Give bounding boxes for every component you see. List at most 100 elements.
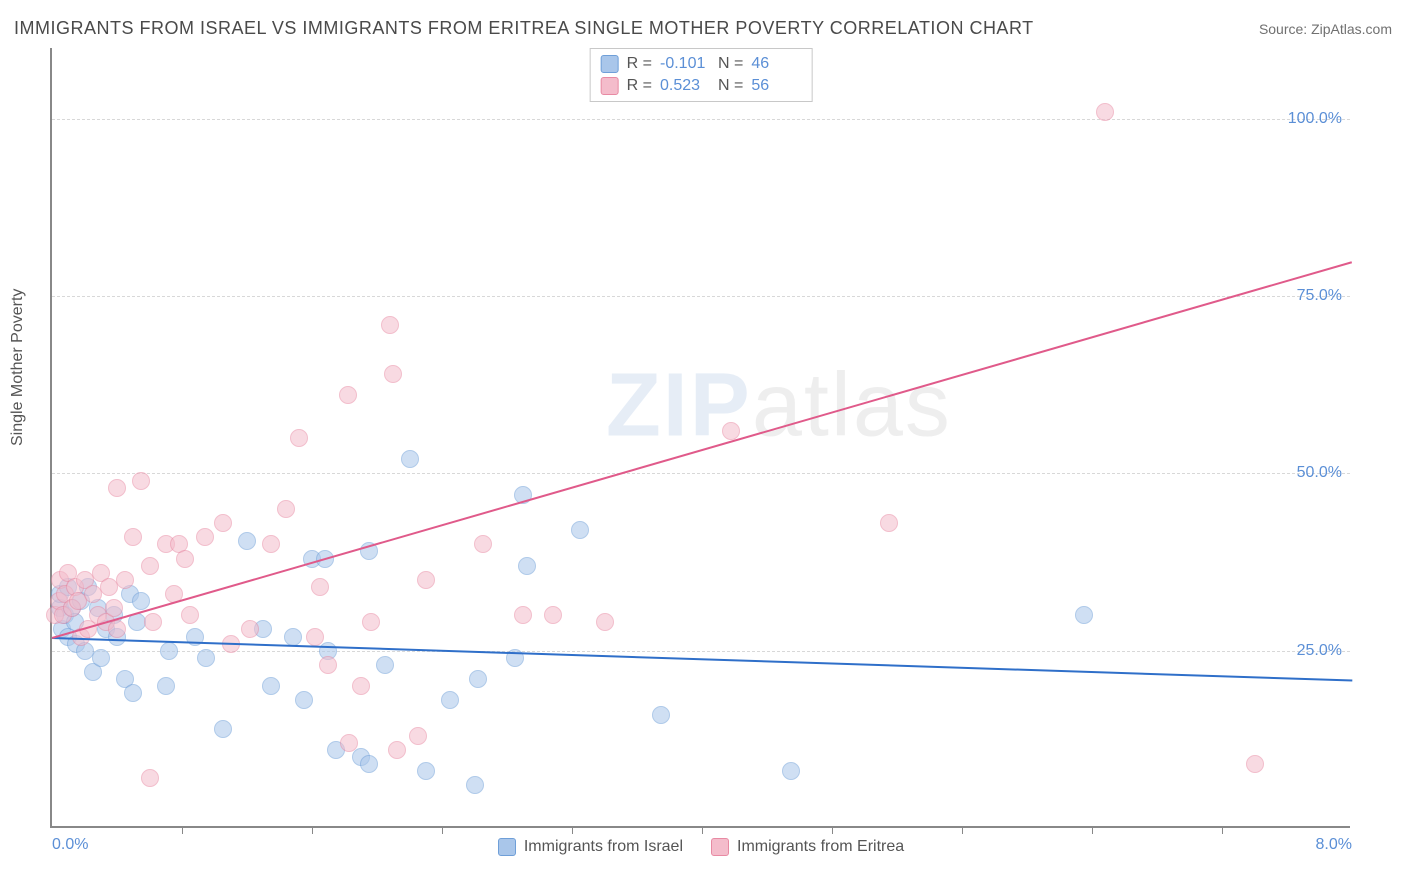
data-point [306,628,324,646]
data-point [596,613,614,631]
x-tick-mark [832,826,833,834]
data-point [108,479,126,497]
data-point [290,429,308,447]
x-tick-mark [442,826,443,834]
data-point [124,684,142,702]
data-point [652,706,670,724]
data-point [417,571,435,589]
data-point [319,656,337,674]
gridline-h [52,119,1350,120]
data-point [518,557,536,575]
y-tick-label: 25.0% [1297,642,1342,660]
data-point [141,769,159,787]
x-tick-mark [182,826,183,834]
stats-row-eritrea: R = 0.523 N = 56 [601,75,802,97]
data-point [381,316,399,334]
data-point [124,528,142,546]
data-point [295,691,313,709]
r-value-israel: -0.101 [660,55,710,73]
data-point [277,500,295,518]
chart-title: IMMIGRANTS FROM ISRAEL VS IMMIGRANTS FRO… [14,18,1034,39]
x-tick-mark [702,826,703,834]
data-point [384,365,402,383]
x-tick-label-min: 0.0% [52,836,88,854]
legend-swatch-eritrea [711,838,729,856]
gridline-h [52,651,1350,652]
source-attribution: Source: ZipAtlas.com [1259,21,1392,37]
data-point [241,620,259,638]
data-point [388,741,406,759]
data-point [144,613,162,631]
data-point [116,571,134,589]
swatch-israel [601,55,619,73]
data-point [1246,755,1264,773]
legend-label-israel: Immigrants from Israel [524,838,683,856]
data-point [311,578,329,596]
title-bar: IMMIGRANTS FROM ISRAEL VS IMMIGRANTS FRO… [14,18,1392,39]
y-tick-label: 100.0% [1288,110,1342,128]
data-point [92,649,110,667]
legend-swatch-israel [498,838,516,856]
swatch-eritrea [601,77,619,95]
data-point [176,550,194,568]
watermark: ZIPatlas [606,354,952,457]
y-tick-label: 50.0% [1297,464,1342,482]
data-point [340,734,358,752]
data-point [880,514,898,532]
data-point [262,677,280,695]
legend-item-eritrea: Immigrants from Eritrea [711,838,904,856]
stats-legend-box: R = -0.101 N = 46 R = 0.523 N = 56 [590,48,813,102]
data-point [339,386,357,404]
data-point [376,656,394,674]
data-point [466,776,484,794]
x-tick-mark [1222,826,1223,834]
n-label: N = [718,77,743,95]
r-value-eritrea: 0.523 [660,77,710,95]
regression-line [52,261,1353,639]
y-axis-label: Single Mother Poverty [9,289,27,446]
r-label: R = [627,55,652,73]
data-point [105,599,123,617]
regression-line [52,637,1352,682]
data-point [362,613,380,631]
bottom-legend: Immigrants from Israel Immigrants from E… [52,838,1350,856]
data-point [1096,103,1114,121]
stats-row-israel: R = -0.101 N = 46 [601,53,802,75]
data-point [197,649,215,667]
data-point [238,532,256,550]
data-point [469,670,487,688]
n-label: N = [718,55,743,73]
data-point [401,450,419,468]
data-point [214,720,232,738]
data-point [157,677,175,695]
data-point [409,727,427,745]
y-tick-label: 75.0% [1297,287,1342,305]
data-point [181,606,199,624]
legend-label-eritrea: Immigrants from Eritrea [737,838,904,856]
data-point [352,677,370,695]
data-point [722,422,740,440]
data-point [360,755,378,773]
data-point [214,514,232,532]
plot-area: ZIPatlas R = -0.101 N = 46 R = 0.523 N =… [50,48,1350,828]
data-point [160,642,178,660]
n-value-israel: 46 [751,55,801,73]
data-point [474,535,492,553]
x-tick-label-max: 8.0% [1316,836,1352,854]
x-tick-mark [572,826,573,834]
data-point [284,628,302,646]
data-point [132,592,150,610]
gridline-h [52,473,1350,474]
data-point [1075,606,1093,624]
legend-item-israel: Immigrants from Israel [498,838,683,856]
x-tick-mark [312,826,313,834]
data-point [782,762,800,780]
data-point [262,535,280,553]
gridline-h [52,296,1350,297]
data-point [571,521,589,539]
data-point [108,620,126,638]
data-point [544,606,562,624]
x-tick-mark [962,826,963,834]
x-tick-mark [1092,826,1093,834]
data-point [132,472,150,490]
